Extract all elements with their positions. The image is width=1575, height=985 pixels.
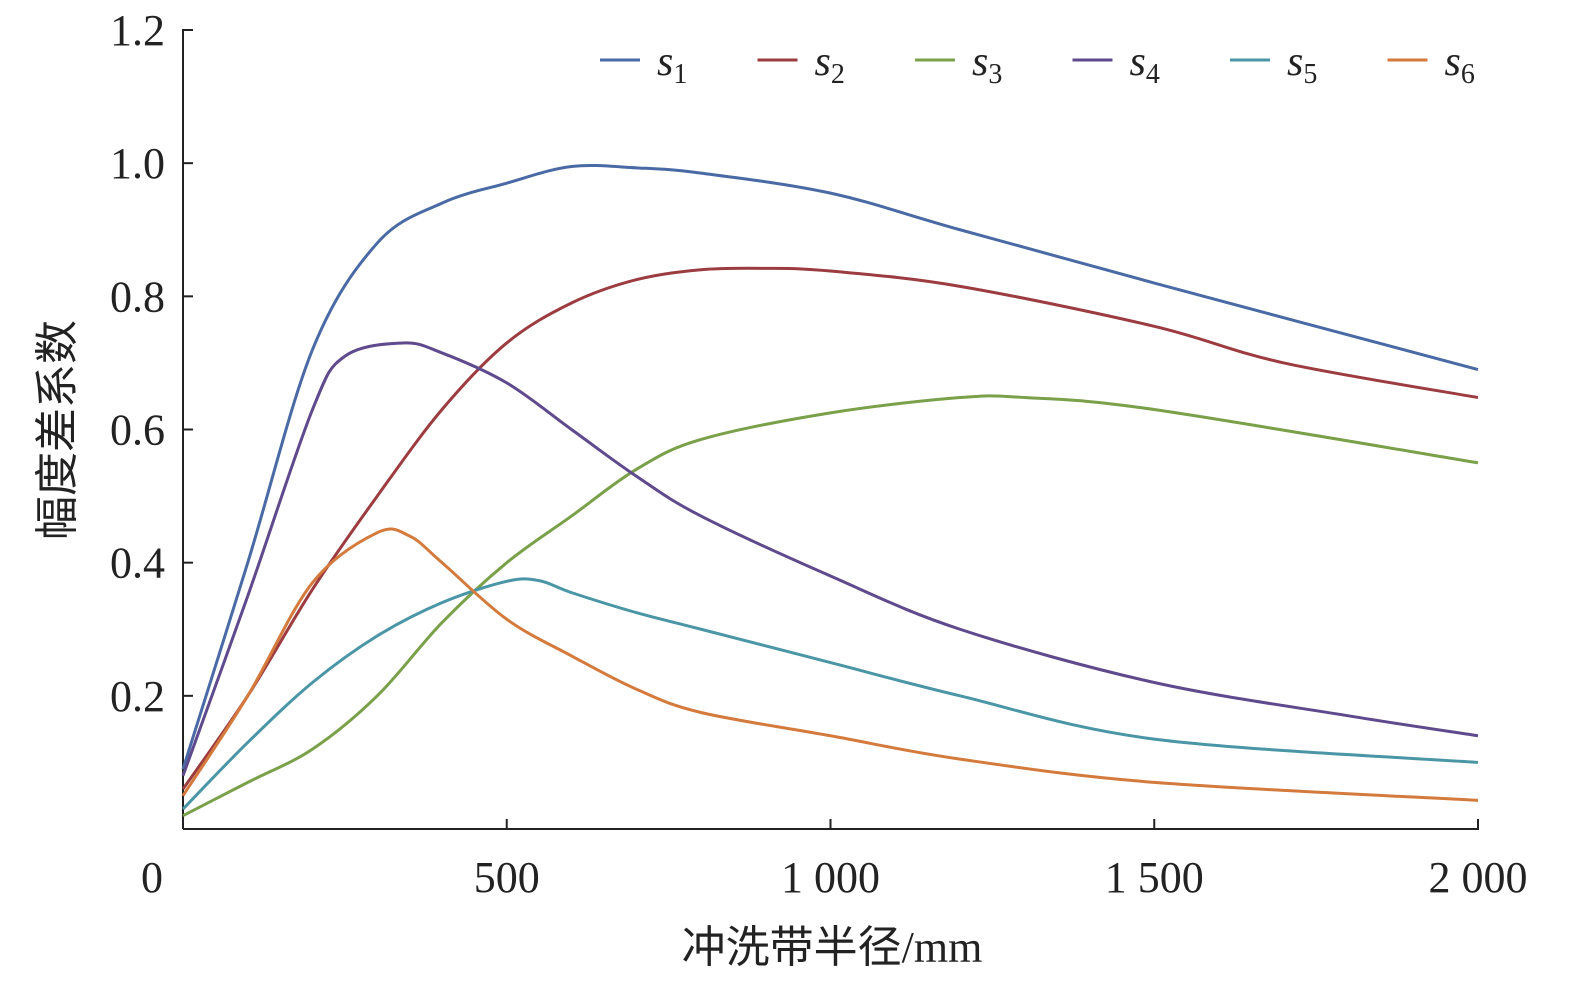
x-tick-label: 1 000: [781, 853, 880, 902]
legend-label-base: s: [1445, 39, 1461, 85]
y-axis-label: 幅度差系数: [33, 320, 82, 540]
series-line-s6: [181, 527, 1479, 802]
legend-label-s1: s1: [657, 39, 687, 90]
legend-label-base: s: [657, 39, 673, 85]
legend-label-s2: s2: [815, 39, 845, 90]
series-line-s5: [181, 577, 1479, 811]
y-tick-label: 1.2: [110, 6, 165, 55]
legend-label-base: s: [1130, 39, 1146, 85]
y-tick-label: 0.4: [110, 539, 165, 588]
legend-label-base: s: [972, 39, 988, 85]
y-tick-label: 1.0: [110, 139, 165, 188]
legend-label-subscript: 6: [1461, 59, 1475, 90]
legend-label-s6: s6: [1445, 39, 1475, 90]
legend-label-s4: s4: [1130, 39, 1160, 90]
y-tick-label: 0.2: [110, 672, 165, 721]
series-line-s4: [181, 341, 1479, 777]
y-tick-label: 0.8: [110, 272, 165, 321]
x-axis-label: 冲洗带半径/mm: [682, 923, 983, 972]
legend-label-subscript: 3: [988, 59, 1002, 90]
legend-label-base: s: [815, 39, 831, 85]
legend-label-s5: s5: [1287, 39, 1317, 90]
x-tick-label: 2 000: [1429, 853, 1528, 902]
x-tick-label: 1 500: [1105, 853, 1204, 902]
x-tick-label: 0: [141, 853, 163, 902]
legend-label-base: s: [1287, 39, 1303, 85]
y-tick-label: 0.6: [110, 406, 165, 455]
series-line-s3: [182, 394, 1479, 818]
series-line-s1: [181, 163, 1479, 770]
x-tick-label: 500: [474, 853, 540, 902]
legend-label-subscript: 2: [831, 59, 845, 90]
legend-label-subscript: 5: [1303, 59, 1317, 90]
legend-label-s3: s3: [972, 39, 1002, 90]
legend-label-subscript: 4: [1146, 59, 1160, 90]
legend-label-subscript: 1: [673, 59, 687, 90]
